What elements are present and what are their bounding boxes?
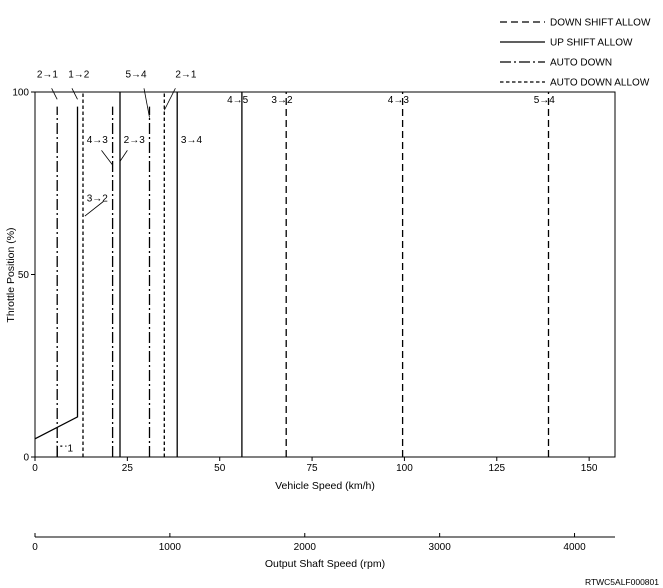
legend-label: UP SHIFT ALLOW [550, 38, 633, 49]
x-tick-label: 100 [396, 463, 413, 474]
x-tick-label: 75 [307, 463, 319, 474]
x-tick-label: 50 [214, 463, 226, 474]
y-ticks: 0 50 100 [12, 88, 35, 464]
x-axis-title: Vehicle Speed (km/h) [275, 480, 375, 492]
rpm-tick-label: 0 [32, 542, 38, 553]
rpm-tick-label: 2000 [294, 542, 317, 553]
annotation-leader [119, 150, 128, 162]
secondary-axis: 0 1000 2000 3000 4000 [32, 533, 615, 553]
legend-label: AUTO DOWN ALLOW [550, 78, 650, 89]
annotation-leader [101, 150, 113, 166]
shift-annotation: 4→5 [227, 95, 249, 106]
annotations: 2→1 1→2 5→4 2→1 4→5 3→2 4→3 5→4 4→3 2→3 3→4 3→2 1 [37, 69, 555, 454]
annotation-leader [71, 88, 78, 100]
shift-annotation: 2→1 [175, 69, 197, 80]
annotation-leader [51, 88, 58, 100]
y-axis-title: Throttle Position (%) [5, 227, 17, 322]
legend-label: AUTO DOWN [550, 58, 612, 69]
x-tick-label: 0 [32, 463, 38, 474]
shift-annotation: 3→4 [181, 135, 203, 146]
y-tick-label: 100 [12, 88, 29, 99]
x-ticks: 0 25 50 75 100 125 150 [32, 457, 598, 474]
y-tick-label: 50 [18, 270, 30, 281]
legend: DOWN SHIFT ALLOW UP SHIFT ALLOW AUTO DOWN A… [500, 18, 651, 89]
shift-annotation: 2→1 [37, 69, 59, 80]
main-axes [34, 91, 616, 458]
figure-code: RTWC5ALF000801 [585, 577, 659, 587]
shift-annotation: 4→3 [87, 135, 109, 146]
shift-annotation: 5→4 [534, 95, 556, 106]
shift-annotation: 3→2 [87, 194, 109, 205]
series-layer [34, 92, 550, 457]
rpm-tick-label: 1000 [159, 542, 182, 553]
annotation-leader [143, 88, 150, 118]
shift-annotation: 3→2 [271, 95, 293, 106]
legend-label: DOWN SHIFT ALLOW [550, 18, 651, 29]
rpm-tick-label: 4000 [563, 542, 586, 553]
x-tick-label: 150 [581, 463, 598, 474]
shift-line-dash-dot [56, 445, 67, 457]
annotation-leader [163, 88, 176, 111]
x-tick-label: 25 [122, 463, 134, 474]
shift-line-solid [34, 106, 79, 440]
shift-annotation: 4→3 [388, 95, 410, 106]
rpm-tick-label: 3000 [429, 542, 452, 553]
x-tick-label: 125 [488, 463, 505, 474]
shift-annotation: 5→4 [126, 69, 148, 80]
secondary-axis-title: Output Shaft Speed (rpm) [265, 558, 385, 570]
shift-annotation: 1→2 [68, 69, 90, 80]
shift-annotation: 2→3 [124, 135, 146, 146]
y-tick-label: 0 [23, 453, 29, 464]
plot-frame [34, 91, 616, 458]
shift-annotation: 1 [68, 444, 74, 455]
annotation-leader [84, 201, 104, 217]
